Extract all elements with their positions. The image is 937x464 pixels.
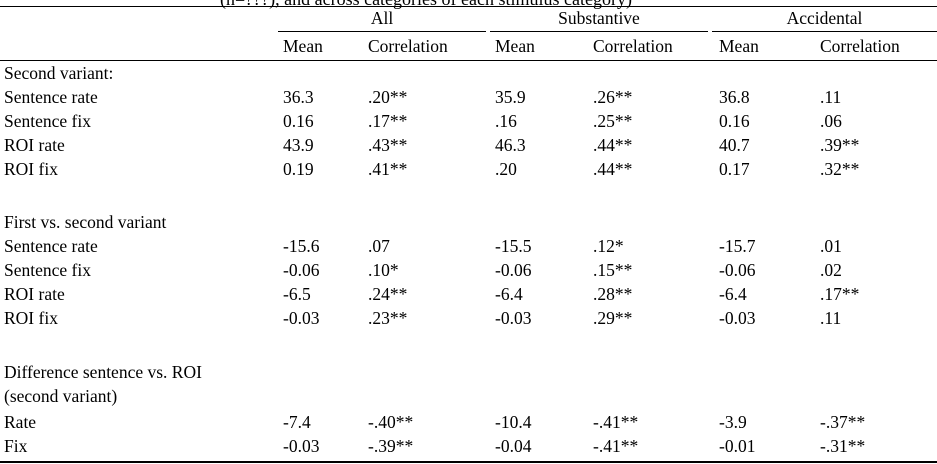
cell: -.37** — [820, 412, 866, 432]
cell: 46.3 — [495, 135, 526, 155]
group-rule-substantive — [490, 31, 708, 32]
row-label: ROI fix — [4, 308, 58, 328]
cell: -15.5 — [495, 236, 532, 256]
cell: -0.03 — [283, 308, 320, 328]
cell: -3.9 — [719, 412, 747, 432]
section-title-continued: (second variant) — [4, 386, 118, 406]
row-label: Fix — [4, 436, 28, 456]
section-title: Second variant: — [4, 63, 114, 83]
cell: -0.04 — [495, 436, 532, 456]
cell: 35.9 — [495, 87, 526, 107]
cell: 0.17 — [719, 159, 750, 179]
cell: 0.19 — [283, 159, 314, 179]
section-title: First vs. second variant — [4, 212, 167, 232]
cell: .20 — [495, 159, 517, 179]
cell: .17** — [820, 284, 860, 304]
cell: .44** — [593, 159, 633, 179]
cell: .12* — [593, 236, 624, 256]
cell: 36.8 — [719, 87, 750, 107]
cell: -0.03 — [283, 436, 320, 456]
row-label: ROI fix — [4, 159, 58, 179]
cell: .15** — [593, 260, 633, 280]
group-header-accidental: Accidental — [786, 8, 863, 28]
row-label: Sentence rate — [4, 236, 98, 256]
cell: .44** — [593, 135, 633, 155]
row-label: Sentence rate — [4, 87, 98, 107]
cell: .16 — [495, 111, 517, 131]
cell: .25** — [593, 111, 633, 131]
cell: -0.01 — [719, 436, 756, 456]
subheader-correlation-substantive: Correlation — [593, 36, 673, 56]
subheader-mean-all: Mean — [283, 36, 323, 56]
cell: .29** — [593, 308, 633, 328]
cell: -0.03 — [495, 308, 532, 328]
group-rule-all — [278, 31, 486, 32]
cell: 43.9 — [283, 135, 314, 155]
cell: 0.16 — [719, 111, 750, 131]
row-label: Rate — [4, 412, 37, 432]
cell: -15.6 — [283, 236, 320, 256]
cell: -.40** — [368, 412, 414, 432]
cell: -.41** — [593, 412, 639, 432]
cell: .39** — [820, 135, 860, 155]
group-rule-accidental — [712, 31, 937, 32]
cell: -.39** — [368, 436, 414, 456]
cell: -0.06 — [283, 260, 320, 280]
subheader-correlation-accidental: Correlation — [820, 36, 900, 56]
header-rule — [0, 60, 937, 61]
group-header-substantive: Substantive — [558, 8, 640, 28]
cell: .02 — [820, 260, 842, 280]
cell: .20** — [368, 87, 408, 107]
row-label: Sentence fix — [4, 260, 91, 280]
cell: .11 — [820, 87, 842, 107]
cell: -0.03 — [719, 308, 756, 328]
cell: -15.7 — [719, 236, 756, 256]
row-label: Sentence fix — [4, 111, 91, 131]
cell: .06 — [820, 111, 842, 131]
top-rule — [0, 6, 937, 7]
cell: -0.06 — [719, 260, 756, 280]
cell: .01 — [820, 236, 842, 256]
cell: .24** — [368, 284, 408, 304]
row-label: ROI rate — [4, 135, 65, 155]
cell: .32** — [820, 159, 860, 179]
group-header-all: All — [370, 8, 394, 28]
cell: -7.4 — [283, 412, 311, 432]
cell: .11 — [820, 308, 842, 328]
cell: .26** — [593, 87, 633, 107]
cell: .10* — [368, 260, 399, 280]
cell: 36.3 — [283, 87, 314, 107]
cell: -0.06 — [495, 260, 532, 280]
caption-text: (n=???), and across categories of each s… — [220, 0, 632, 9]
cell: -6.4 — [719, 284, 747, 304]
cell: .28** — [593, 284, 633, 304]
table-caption-fragment: (n=???), and across categories of each s… — [0, 0, 937, 9]
cell: -6.5 — [283, 284, 311, 304]
subheader-correlation-all: Correlation — [368, 36, 448, 56]
cell: -10.4 — [495, 412, 532, 432]
cell: 0.16 — [283, 111, 314, 131]
cell: 40.7 — [719, 135, 750, 155]
cell: -.31** — [820, 436, 866, 456]
cell: .23** — [368, 308, 408, 328]
row-label: ROI rate — [4, 284, 65, 304]
subheader-mean-accidental: Mean — [719, 36, 759, 56]
cell: .41** — [368, 159, 408, 179]
bottom-rule — [0, 461, 937, 463]
section-title: Difference sentence vs. ROI — [4, 362, 202, 382]
cell: .43** — [368, 135, 408, 155]
subheader-mean-substantive: Mean — [495, 36, 535, 56]
cell: -.41** — [593, 436, 639, 456]
cell: .17** — [368, 111, 408, 131]
cell: -6.4 — [495, 284, 523, 304]
cell: .07 — [368, 236, 390, 256]
